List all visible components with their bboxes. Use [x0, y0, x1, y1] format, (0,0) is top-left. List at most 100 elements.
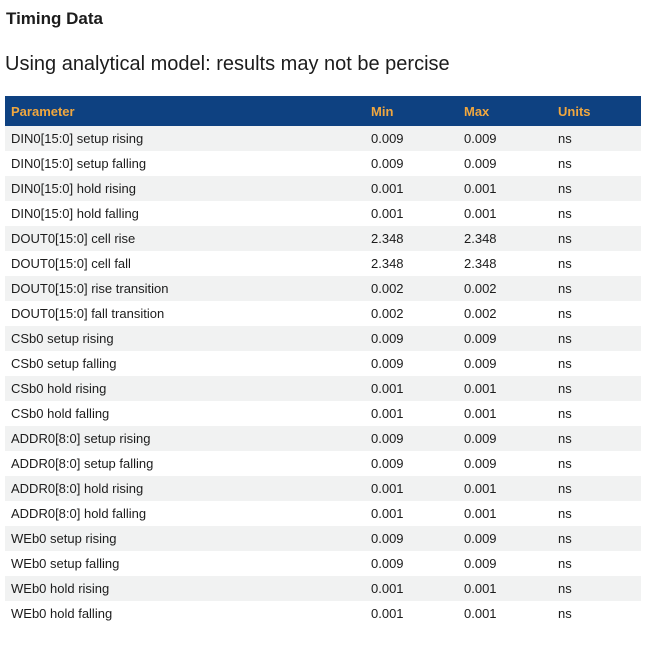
column-header-min: Min — [365, 96, 458, 126]
cell-units: ns — [558, 456, 572, 471]
cell-parameter: DIN0[15:0] setup falling — [11, 156, 147, 171]
column-header-max: Max — [458, 96, 552, 126]
cell-parameter: WEb0 hold falling — [11, 606, 113, 621]
cell-units: ns — [558, 406, 572, 421]
cell-min: 0.001 — [371, 506, 404, 521]
cell-min: 0.001 — [371, 206, 404, 221]
table-row: ADDR0[8:0] setup rising 0.009 0.009 ns — [5, 426, 641, 451]
cell-max: 0.009 — [464, 556, 497, 571]
cell-parameter: DIN0[15:0] hold falling — [11, 206, 139, 221]
cell-units: ns — [558, 381, 572, 396]
cell-units: ns — [558, 531, 572, 546]
cell-units: ns — [558, 506, 572, 521]
cell-min: 0.001 — [371, 606, 404, 621]
cell-min: 0.009 — [371, 156, 404, 171]
cell-parameter: DOUT0[15:0] rise transition — [11, 281, 169, 296]
table-row: CSb0 setup falling 0.009 0.009 ns — [5, 351, 641, 376]
cell-max: 2.348 — [464, 256, 497, 271]
table-row: DOUT0[15:0] fall transition 0.002 0.002 ns — [5, 301, 641, 326]
cell-parameter: WEb0 hold rising — [11, 581, 110, 596]
cell-max: 0.002 — [464, 281, 497, 296]
cell-max: 0.009 — [464, 156, 497, 171]
cell-units: ns — [558, 581, 572, 596]
cell-min: 0.001 — [371, 481, 404, 496]
cell-max: 0.001 — [464, 406, 497, 421]
table-row: DOUT0[15:0] cell fall 2.348 2.348 ns — [5, 251, 641, 276]
table-row: CSb0 setup rising 0.009 0.009 ns — [5, 326, 641, 351]
cell-min: 0.009 — [371, 131, 404, 146]
cell-min: 0.001 — [371, 581, 404, 596]
cell-units: ns — [558, 306, 572, 321]
table-header-row: Parameter Min Max Units — [5, 96, 641, 126]
table-body: DIN0[15:0] setup rising 0.009 0.009 ns DIN0[… — [5, 126, 641, 626]
table-row: DOUT0[15:0] cell rise 2.348 2.348 ns — [5, 226, 641, 251]
cell-units: ns — [558, 431, 572, 446]
table-row: CSb0 hold rising 0.001 0.001 ns — [5, 376, 641, 401]
cell-max: 0.001 — [464, 181, 497, 196]
cell-parameter: ADDR0[8:0] hold rising — [11, 481, 144, 496]
cell-parameter: DIN0[15:0] hold rising — [11, 181, 137, 196]
cell-min: 0.009 — [371, 356, 404, 371]
table-row: ADDR0[8:0] hold falling 0.001 0.001 ns — [5, 501, 641, 526]
table-row: DIN0[15:0] setup rising 0.009 0.009 ns — [5, 126, 641, 151]
cell-units: ns — [558, 606, 572, 621]
cell-min: 0.009 — [371, 456, 404, 471]
cell-units: ns — [558, 556, 572, 571]
cell-parameter: DIN0[15:0] setup rising — [11, 131, 144, 146]
cell-units: ns — [558, 156, 572, 171]
cell-min: 2.348 — [371, 256, 404, 271]
cell-units: ns — [558, 331, 572, 346]
cell-max: 2.348 — [464, 231, 497, 246]
cell-min: 0.002 — [371, 281, 404, 296]
cell-units: ns — [558, 281, 572, 296]
cell-min: 0.001 — [371, 406, 404, 421]
cell-max: 0.009 — [464, 356, 497, 371]
cell-parameter: CSb0 hold rising — [11, 381, 107, 396]
cell-max: 0.009 — [464, 331, 497, 346]
cell-units: ns — [558, 131, 572, 146]
table-row: CSb0 hold falling 0.001 0.001 ns — [5, 401, 641, 426]
page-subtitle: Using analytical model: results may not … — [5, 53, 450, 75]
cell-units: ns — [558, 206, 572, 221]
cell-max: 0.009 — [464, 431, 497, 446]
cell-min: 0.009 — [371, 556, 404, 571]
cell-parameter: WEb0 setup rising — [11, 531, 117, 546]
table-row: DOUT0[15:0] rise transition 0.002 0.002 ns — [5, 276, 641, 301]
cell-parameter: ADDR0[8:0] setup rising — [11, 431, 151, 446]
column-header-units: Units — [552, 96, 641, 126]
cell-max: 0.009 — [464, 531, 497, 546]
cell-min: 0.002 — [371, 306, 404, 321]
cell-parameter: DOUT0[15:0] cell rise — [11, 231, 136, 246]
cell-max: 0.009 — [464, 456, 497, 471]
cell-min: 2.348 — [371, 231, 404, 246]
cell-min: 0.001 — [371, 181, 404, 196]
cell-min: 0.009 — [371, 531, 404, 546]
cell-min: 0.009 — [371, 331, 404, 346]
page-title: Timing Data — [6, 9, 103, 28]
cell-parameter: ADDR0[8:0] setup falling — [11, 456, 154, 471]
cell-max: 0.001 — [464, 381, 497, 396]
cell-max: 0.001 — [464, 581, 497, 596]
cell-min: 0.009 — [371, 431, 404, 446]
cell-max: 0.001 — [464, 606, 497, 621]
cell-parameter: WEb0 setup falling — [11, 556, 120, 571]
cell-parameter: CSb0 setup falling — [11, 356, 117, 371]
table-row: DIN0[15:0] hold falling 0.001 0.001 ns — [5, 201, 641, 226]
table-row: WEb0 hold falling 0.001 0.001 ns — [5, 601, 641, 626]
cell-max: 0.002 — [464, 306, 497, 321]
cell-units: ns — [558, 231, 572, 246]
cell-units: ns — [558, 181, 572, 196]
cell-parameter: ADDR0[8:0] hold falling — [11, 506, 147, 521]
cell-parameter: DOUT0[15:0] cell fall — [11, 256, 131, 271]
table-row: WEb0 setup rising 0.009 0.009 ns — [5, 526, 641, 551]
cell-units: ns — [558, 256, 572, 271]
table-row: WEb0 hold rising 0.001 0.001 ns — [5, 576, 641, 601]
cell-parameter: CSb0 setup rising — [11, 331, 114, 346]
cell-min: 0.001 — [371, 381, 404, 396]
timing-data-table: Parameter Min Max Units DIN0[15:0] setup… — [5, 96, 641, 626]
cell-max: 0.001 — [464, 481, 497, 496]
cell-parameter: DOUT0[15:0] fall transition — [11, 306, 165, 321]
cell-units: ns — [558, 356, 572, 371]
table-row: ADDR0[8:0] hold rising 0.001 0.001 ns — [5, 476, 641, 501]
table-row: WEb0 setup falling 0.009 0.009 ns — [5, 551, 641, 576]
